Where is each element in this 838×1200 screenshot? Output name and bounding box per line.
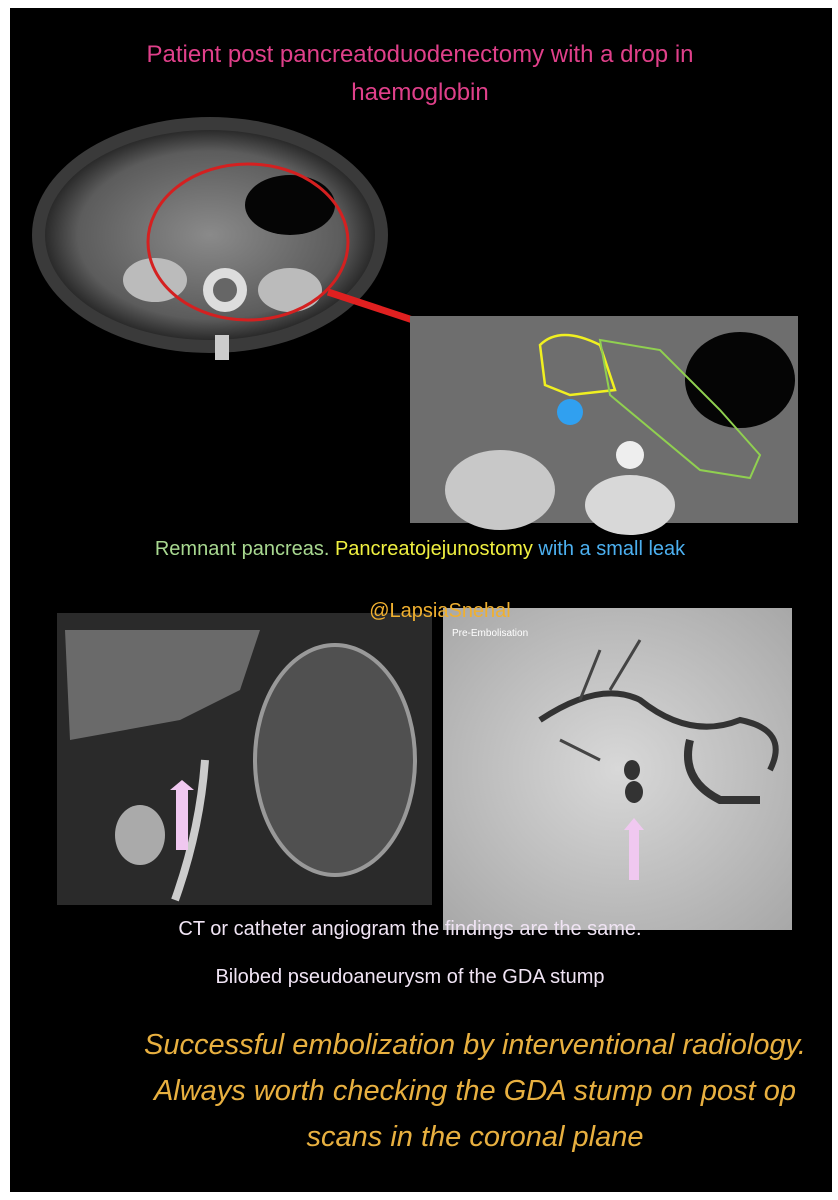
axial-caption: Remnant pancreas. Pancreatojejunostomy w…	[40, 538, 800, 561]
handle: @LapsiaSnehal	[369, 600, 511, 622]
diagnosis: Bilobed pseudoaneurysm of the GDA stump	[215, 966, 605, 988]
angio-label: Pre-Embolisation	[452, 628, 529, 639]
conclusion: Successful embolization by interventiona…	[144, 1029, 806, 1153]
angiogram	[443, 608, 792, 930]
coronal-ct	[57, 613, 432, 905]
findings: CT or catheter angiogram the findings ar…	[178, 918, 642, 940]
caption-anastomosis: Pancreatojejunostomy	[334, 538, 533, 560]
axial-ct	[32, 117, 388, 360]
title: Patient post pancreatoduodenectomy with …	[146, 41, 694, 106]
caption-leak: with a small leak	[538, 538, 686, 560]
caption-remnant: Remnant pancreas.	[154, 538, 330, 560]
zoomed-ct	[410, 316, 798, 535]
